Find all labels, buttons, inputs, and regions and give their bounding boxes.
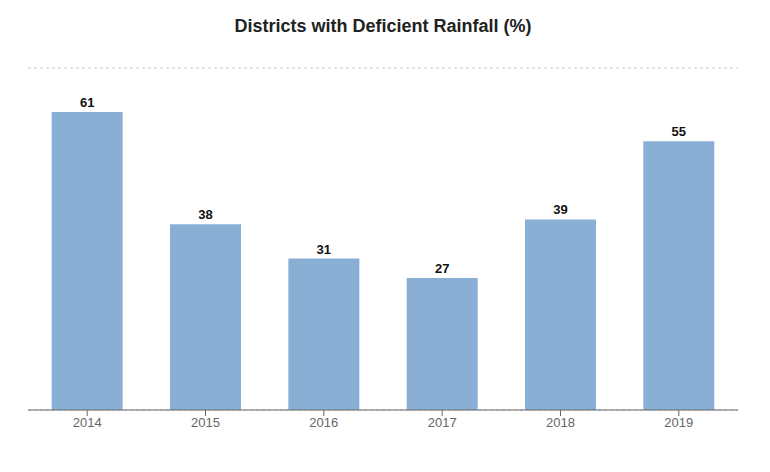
svg-text:61: 61 — [80, 95, 94, 110]
svg-text:2017: 2017 — [428, 415, 457, 430]
svg-text:2018: 2018 — [546, 415, 575, 430]
svg-text:55: 55 — [672, 124, 686, 139]
html-text:Districts with Deficient Rainf: Districts with Deficient Rainfall (%) — [234, 16, 532, 36]
svg-text:39: 39 — [553, 202, 567, 217]
svg-text:27: 27 — [435, 261, 449, 276]
svg-text:2019: 2019 — [664, 415, 693, 430]
svg-text:2015: 2015 — [191, 415, 220, 430]
svg-text:31: 31 — [317, 242, 331, 257]
svg-text:2016: 2016 — [309, 415, 338, 430]
svg-text:2014: 2014 — [73, 415, 102, 430]
svg-text:38: 38 — [198, 207, 212, 222]
